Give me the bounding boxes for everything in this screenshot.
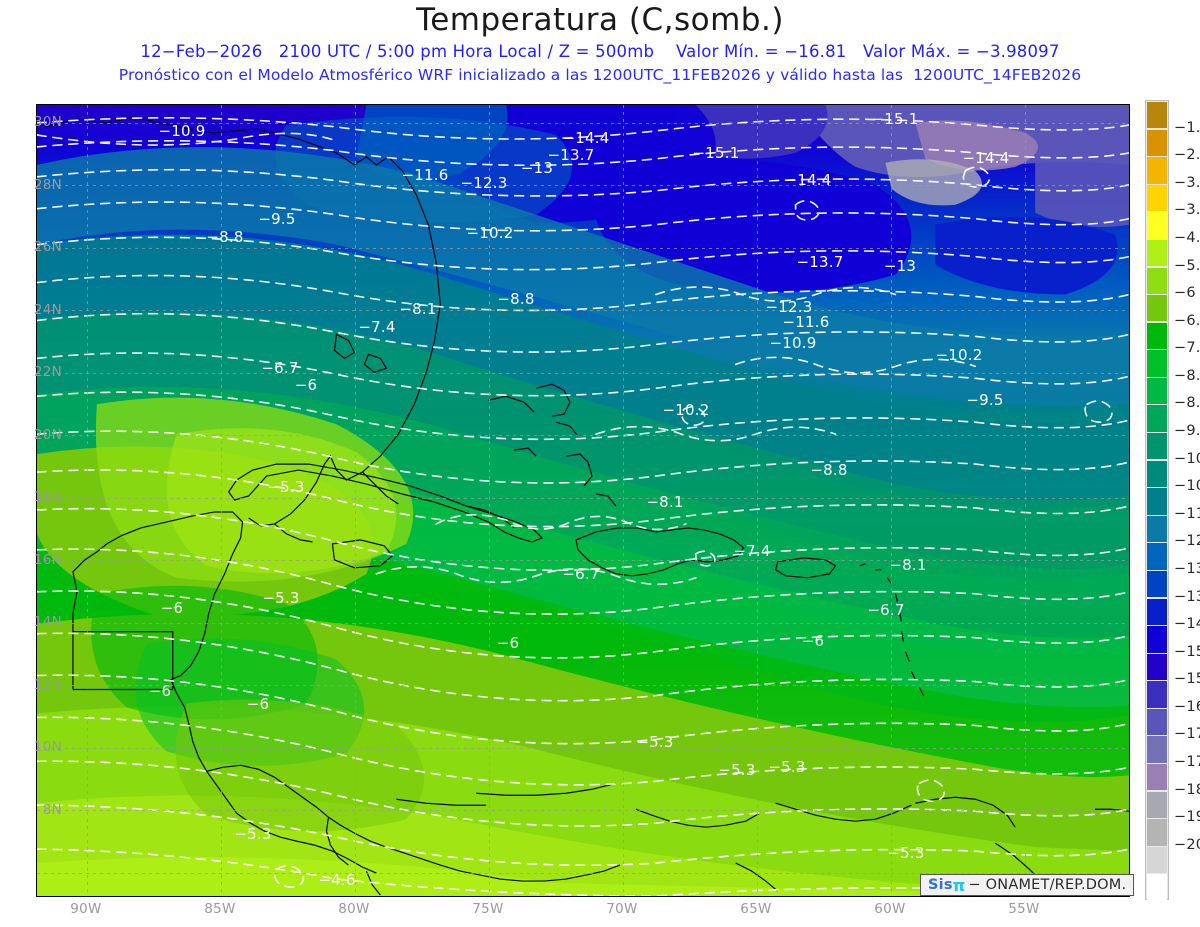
- colorbar-tick-label: −11.6: [1174, 505, 1200, 522]
- colorbar-tick-label: −14.4: [1174, 616, 1200, 633]
- ytick-label: 30N: [33, 114, 62, 130]
- ytick-label: 26N: [33, 239, 62, 255]
- colorbar-tick-label: −3.9: [1174, 202, 1200, 219]
- attribution-badge: Sis π − ONAMET/REP.DOM.: [920, 874, 1135, 896]
- colorbar-tick-label: −18.6: [1174, 781, 1200, 798]
- colorbar-tick-label: −19.3: [1174, 809, 1200, 826]
- colorbar-swatch: [1147, 598, 1167, 625]
- colorbar-tick-label: −1.8: [1174, 119, 1200, 136]
- temperature-field: [37, 105, 1129, 896]
- colorbar-tick-label: −4.6: [1174, 229, 1200, 246]
- colorbar-swatch: [1147, 433, 1167, 460]
- xtick-label: 75W: [472, 901, 504, 917]
- colorbar[interactable]: [1145, 100, 1169, 901]
- colorbar-tick-label: −2.5: [1174, 147, 1200, 164]
- agency-text: − ONAMET/REP.DOM.: [968, 877, 1127, 893]
- chart-header: Temperatura (C,somb.) 12−Feb−2026 2100 U…: [0, 0, 1200, 96]
- ytick-label: 22N: [33, 364, 62, 380]
- xtick-label: 55W: [1008, 901, 1040, 917]
- colorbar-tick-label: −16.5: [1174, 698, 1200, 715]
- ytick-label: 18N: [33, 489, 62, 505]
- temperature-map[interactable]: [36, 104, 1130, 897]
- colorbar-box: [1145, 100, 1169, 901]
- xtick-label: 70W: [606, 901, 638, 917]
- xtick-label: 80W: [338, 901, 370, 917]
- colorbar-swatch: [1147, 460, 1167, 487]
- colorbar-tick-label: −17.9: [1174, 754, 1200, 771]
- colorbar-swatch: [1147, 736, 1167, 763]
- colorbar-tick-label: −8.8: [1174, 395, 1200, 412]
- colorbar-tick-label: −17.2: [1174, 726, 1200, 743]
- colorbar-swatch: [1147, 764, 1167, 791]
- ytick-label: 24N: [33, 302, 62, 318]
- colorbar-tick-label: −12.3: [1174, 533, 1200, 550]
- ytick-label: 8N: [42, 802, 62, 818]
- colorbar-swatch: [1147, 681, 1167, 708]
- colorbar-tick-label: −5.3: [1174, 257, 1200, 274]
- colorbar-swatch: [1147, 239, 1167, 267]
- ytick-label: 10N: [33, 739, 62, 755]
- map-frame: [36, 104, 1130, 897]
- colorbar-tick-label: −3.2: [1174, 174, 1200, 191]
- page-title: Temperatura (C,somb.): [416, 2, 784, 38]
- colorbar-tick-label: −20: [1174, 836, 1200, 853]
- colorbar-tick-label: −7.4: [1174, 340, 1200, 357]
- colorbar-swatch: [1147, 626, 1167, 653]
- colorbar-swatch: [1147, 295, 1167, 322]
- colorbar-tick-label: −8.1: [1174, 367, 1200, 384]
- colorbar-swatch: [1147, 157, 1167, 184]
- pi-symbol-icon: π: [952, 875, 966, 895]
- colorbar-swatch: [1147, 350, 1167, 377]
- colorbar-swatch: [1147, 791, 1167, 819]
- colorbar-swatch: [1147, 515, 1167, 543]
- colorbar-tick-label: −13.7: [1174, 588, 1200, 605]
- colorbar-tick-label: −15.1: [1174, 643, 1200, 660]
- colorbar-swatch: [1147, 322, 1167, 350]
- colorbar-tick-label: −6.7: [1174, 312, 1200, 329]
- forecast-metadata-line: 12−Feb−2026 2100 UTC / 5:00 pm Hora Loca…: [140, 42, 1060, 61]
- xtick-label: 90W: [70, 901, 102, 917]
- colorbar-swatch: [1147, 405, 1167, 432]
- sis-brand-text: Sis: [928, 877, 953, 893]
- colorbar-tick-label: −9.5: [1174, 423, 1200, 440]
- colorbar-swatch: [1147, 267, 1167, 294]
- colorbar-swatch: [1147, 488, 1167, 515]
- colorbar-tick-label: −10.2: [1174, 450, 1200, 467]
- colorbar-swatch: [1147, 129, 1167, 156]
- colorbar-swatch: [1147, 212, 1167, 239]
- xtick-label: 85W: [204, 901, 236, 917]
- colorbar-swatch: [1147, 543, 1167, 570]
- ytick-label: 16N: [33, 552, 62, 568]
- colorbar-swatch: [1147, 874, 1167, 901]
- colorbar-tick-label: −10.9: [1174, 478, 1200, 495]
- colorbar-tick-label: −6: [1174, 285, 1196, 302]
- xtick-label: 65W: [740, 901, 772, 917]
- ytick-label: 20N: [33, 427, 62, 443]
- colorbar-swatch: [1147, 708, 1167, 736]
- ytick-label: 28N: [33, 177, 62, 193]
- model-info-line: Pronóstico con el Modelo Atmosférico WRF…: [118, 66, 1082, 84]
- ytick-label: 14N: [33, 614, 62, 630]
- colorbar-tick-label: −15.8: [1174, 671, 1200, 688]
- colorbar-swatch: [1147, 184, 1167, 212]
- xtick-label: 60W: [874, 901, 906, 917]
- colorbar-swatch: [1147, 570, 1167, 598]
- colorbar-swatch: [1147, 846, 1167, 874]
- colorbar-swatch: [1147, 102, 1167, 129]
- colorbar-swatch: [1147, 819, 1167, 846]
- colorbar-swatch: [1147, 653, 1167, 681]
- ytick-label: 12N: [33, 677, 62, 693]
- colorbar-swatch: [1147, 377, 1167, 405]
- colorbar-tick-label: −13: [1174, 560, 1200, 577]
